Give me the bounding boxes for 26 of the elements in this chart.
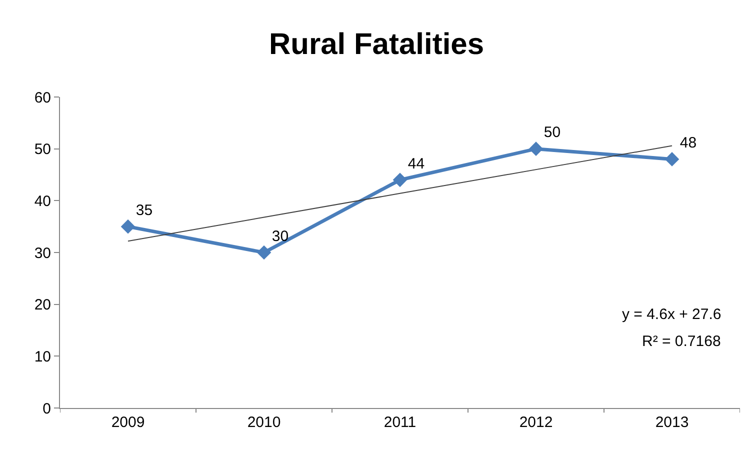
x-tick-label: 2009 [111,414,145,431]
y-tick-label: 40 [34,192,51,210]
data-label: 44 [408,155,425,172]
point [392,172,408,188]
point [664,152,680,166]
data-label: 50 [544,124,561,142]
y-tick-label: 10 [34,348,51,366]
chart-title: Rural Fatalities [268,28,484,61]
x-tick-label: 2011 [384,414,416,431]
point [528,142,544,156]
y-tick-label: 20 [34,296,51,314]
data-label: 35 [136,202,153,219]
x-tick-label: 2013 [655,414,689,431]
y-tick-label: 0 [42,400,51,418]
point [256,245,272,260]
x-tick-label: 2010 [247,414,281,431]
line-series [128,145,672,242]
point [120,219,136,234]
y-tick-label: 60 [34,89,51,106]
y-tick-label: 50 [34,141,51,158]
x-tick-label: 2012 [519,414,553,431]
y-tick-label: 30 [34,244,51,262]
annotation: R² = 0.7168 [642,333,721,350]
data-label: 48 [680,134,697,152]
annotation: y = 4.6x + 27.6 [622,306,722,323]
data-label: 30 [272,228,289,245]
